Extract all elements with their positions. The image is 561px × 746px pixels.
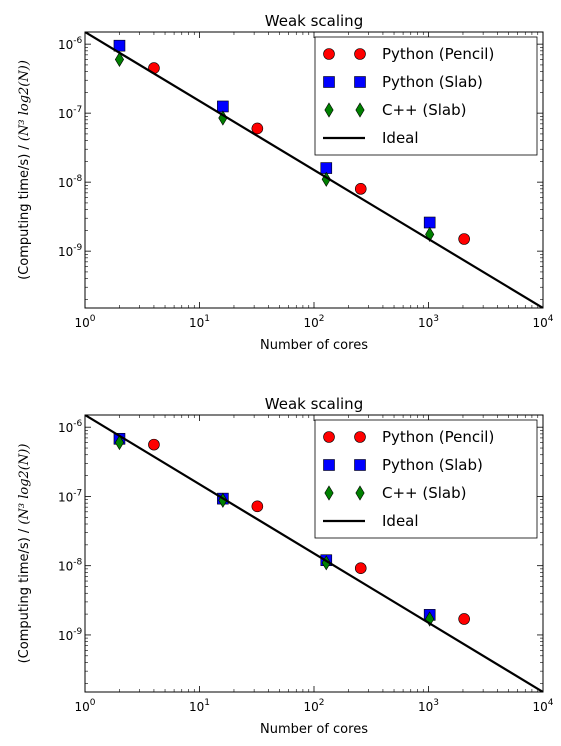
chart-panel-2: Weak scaling 100 101 102 103 104 10-9 10-8 10-7 1… — [17, 395, 554, 737]
y-tick-label: 10-7 — [58, 105, 82, 121]
legend-label: C++ (Slab) — [382, 484, 467, 502]
x-tick-label: 104 — [532, 698, 553, 714]
x-tick-label: 102 — [303, 698, 324, 714]
data-point — [217, 100, 229, 113]
x-tick-label: 103 — [418, 698, 439, 714]
legend-swatch — [323, 48, 335, 60]
legend-swatch — [324, 102, 334, 118]
data-point — [354, 562, 367, 575]
data-point — [251, 122, 264, 135]
legend: Python (Pencil) Python (Slab) C++ (Slab) Id… — [314, 36, 538, 156]
legend-label: Python (Slab) — [382, 73, 483, 91]
axes-frame — [84, 414, 544, 693]
ideal-line — [85, 32, 543, 308]
legend-swatch — [354, 431, 366, 443]
legend-swatch — [354, 459, 366, 471]
legend-swatch — [323, 431, 335, 443]
legend-swatch — [354, 48, 366, 60]
series-diamond — [114, 434, 435, 627]
y-axis-label: (Computing time/s) / (N³ log2(N)) — [17, 60, 32, 280]
data-point — [148, 438, 160, 451]
axes-frame — [84, 31, 544, 309]
x-tick-label: 101 — [189, 698, 210, 714]
y-tick-label: 10-6 — [58, 36, 83, 52]
legend-label: C++ (Slab) — [382, 101, 467, 119]
x-tick-label: 102 — [303, 314, 324, 330]
x-tick-label: 100 — [74, 314, 95, 330]
data-point — [113, 39, 126, 52]
legend-swatch — [324, 485, 334, 501]
chart-panel-1: Weak scaling 100 101 102 103 104 10-9 10-8 10-7 1… — [17, 12, 554, 353]
legend-swatch — [354, 76, 366, 88]
x-axis-label: Number of cores — [260, 722, 368, 737]
legend-label: Ideal — [382, 129, 419, 147]
y-tick-label: 10-8 — [58, 558, 83, 574]
data-point — [114, 434, 125, 451]
x-tick-label: 100 — [74, 698, 95, 714]
legend-box — [314, 419, 538, 539]
data-point — [458, 233, 470, 245]
legend-swatch — [323, 459, 335, 471]
legend-label: Python (Pencil) — [382, 428, 494, 446]
y-tick-label: 10-7 — [58, 488, 82, 504]
series-circle — [148, 438, 470, 625]
legend-swatch — [355, 485, 365, 501]
x-tick-label: 104 — [532, 314, 553, 330]
data-point — [423, 216, 436, 229]
chart-title: Weak scaling — [265, 395, 363, 413]
legend-label: Ideal — [382, 512, 419, 530]
legend-swatch — [355, 102, 365, 118]
y-tick-label: 10-8 — [58, 174, 83, 190]
legend-swatch — [323, 76, 335, 88]
data-point — [354, 183, 367, 195]
x-tick-label: 101 — [189, 314, 210, 330]
chart-title: Weak scaling — [265, 12, 363, 30]
data-point — [251, 500, 264, 513]
legend-label: Python (Slab) — [382, 456, 483, 474]
data-point — [114, 51, 125, 68]
x-axis-label: Number of cores — [260, 338, 368, 353]
legend: Python (Pencil) Python (Slab) C++ (Slab) Id… — [314, 419, 538, 539]
y-tick-label: 10-9 — [58, 627, 83, 643]
y-tick-label: 10-6 — [58, 419, 83, 435]
ideal-line — [85, 415, 543, 692]
y-axis-label: (Computing time/s) / (N³ log2(N)) — [17, 444, 32, 664]
y-tick-label: 10-9 — [58, 243, 83, 259]
data-point — [458, 613, 470, 625]
legend-box — [314, 36, 538, 156]
x-tick-label: 103 — [418, 314, 439, 330]
plot-area — [85, 32, 543, 308]
plot-area — [85, 415, 543, 692]
legend-label: Python (Pencil) — [382, 45, 494, 63]
